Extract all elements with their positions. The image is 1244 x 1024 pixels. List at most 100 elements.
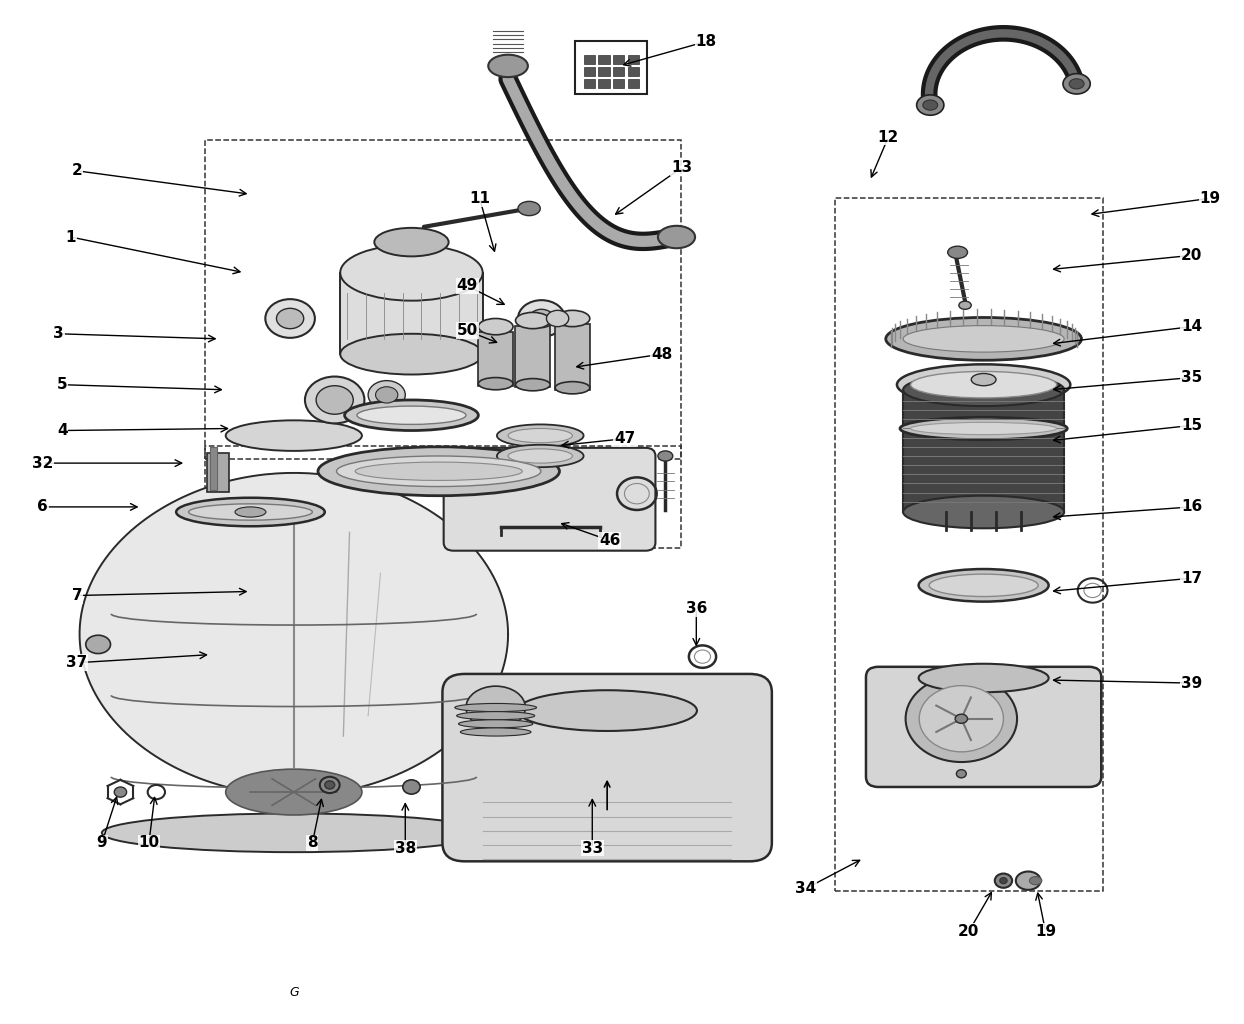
Ellipse shape [658, 451, 673, 461]
Bar [628, 79, 639, 88]
Ellipse shape [972, 374, 996, 386]
Bar [598, 54, 610, 63]
Ellipse shape [479, 318, 513, 335]
Ellipse shape [948, 246, 968, 258]
Bar [555, 324, 590, 390]
Text: 33: 33 [582, 841, 603, 856]
Ellipse shape [995, 873, 1013, 888]
Bar [205, 140, 682, 459]
Ellipse shape [1030, 877, 1041, 885]
Text: 32: 32 [31, 456, 53, 471]
Text: 6: 6 [37, 500, 47, 514]
Ellipse shape [906, 676, 1018, 762]
Text: 10: 10 [138, 836, 159, 851]
Ellipse shape [316, 386, 353, 415]
Bar [583, 67, 595, 76]
Ellipse shape [466, 686, 525, 729]
Bar [583, 79, 595, 88]
Ellipse shape [899, 418, 1067, 439]
Ellipse shape [325, 781, 335, 790]
Text: 34: 34 [795, 882, 816, 896]
Ellipse shape [508, 449, 572, 463]
Ellipse shape [911, 422, 1056, 434]
Ellipse shape [911, 372, 1056, 398]
Ellipse shape [508, 428, 572, 442]
Ellipse shape [235, 507, 266, 517]
Text: 5: 5 [57, 377, 67, 392]
Ellipse shape [555, 310, 590, 327]
Text: 50: 50 [457, 324, 478, 338]
Ellipse shape [496, 424, 583, 446]
Ellipse shape [658, 226, 695, 248]
Ellipse shape [320, 777, 340, 794]
Ellipse shape [518, 202, 540, 216]
Ellipse shape [518, 300, 565, 337]
Ellipse shape [1062, 74, 1090, 94]
Ellipse shape [917, 95, 944, 116]
Bar [575, 42, 647, 94]
Bar [613, 79, 624, 88]
Text: 35: 35 [1181, 370, 1202, 385]
Ellipse shape [515, 379, 550, 391]
Ellipse shape [355, 462, 522, 480]
Text: 1: 1 [66, 229, 76, 245]
Ellipse shape [102, 813, 485, 852]
Ellipse shape [923, 100, 938, 111]
Ellipse shape [376, 387, 398, 403]
Ellipse shape [897, 365, 1070, 406]
Bar [515, 326, 550, 387]
Bar [628, 54, 639, 63]
Text: 16: 16 [1181, 500, 1202, 514]
Ellipse shape [305, 377, 364, 423]
Ellipse shape [341, 245, 483, 301]
Text: 19: 19 [1199, 190, 1220, 206]
Text: 48: 48 [651, 347, 672, 361]
Ellipse shape [1000, 878, 1008, 884]
Ellipse shape [546, 310, 569, 327]
Text: 9: 9 [97, 836, 107, 851]
FancyBboxPatch shape [866, 667, 1101, 787]
Ellipse shape [403, 780, 420, 794]
Text: 37: 37 [66, 655, 88, 671]
Bar [598, 79, 610, 88]
Text: 11: 11 [469, 190, 490, 206]
Ellipse shape [479, 378, 513, 390]
Ellipse shape [177, 498, 325, 526]
Polygon shape [903, 390, 1064, 512]
Ellipse shape [460, 728, 531, 736]
Ellipse shape [368, 381, 406, 410]
Text: 14: 14 [1181, 319, 1202, 334]
Bar [613, 67, 624, 76]
Ellipse shape [555, 382, 590, 394]
Ellipse shape [959, 301, 972, 309]
Bar [613, 54, 624, 63]
Ellipse shape [189, 504, 312, 520]
Ellipse shape [114, 787, 127, 797]
Ellipse shape [918, 569, 1049, 602]
Ellipse shape [1069, 79, 1084, 89]
Text: 18: 18 [695, 34, 717, 49]
Ellipse shape [1016, 871, 1040, 890]
Ellipse shape [225, 769, 362, 815]
Ellipse shape [318, 446, 560, 496]
Ellipse shape [337, 456, 541, 486]
Ellipse shape [276, 308, 304, 329]
Ellipse shape [455, 703, 536, 712]
Text: 13: 13 [671, 161, 692, 175]
Text: 8: 8 [307, 836, 317, 851]
Ellipse shape [225, 420, 362, 451]
Text: 20: 20 [1181, 248, 1203, 263]
Ellipse shape [515, 312, 550, 329]
Ellipse shape [86, 635, 111, 653]
Ellipse shape [903, 496, 1064, 528]
Ellipse shape [955, 714, 968, 723]
Text: 15: 15 [1181, 418, 1202, 433]
Polygon shape [341, 272, 483, 354]
Text: 36: 36 [685, 601, 707, 616]
Ellipse shape [886, 317, 1081, 360]
Text: 38: 38 [394, 841, 415, 856]
Ellipse shape [929, 574, 1037, 597]
Text: 12: 12 [877, 130, 899, 144]
Ellipse shape [488, 54, 527, 77]
Ellipse shape [357, 407, 466, 424]
